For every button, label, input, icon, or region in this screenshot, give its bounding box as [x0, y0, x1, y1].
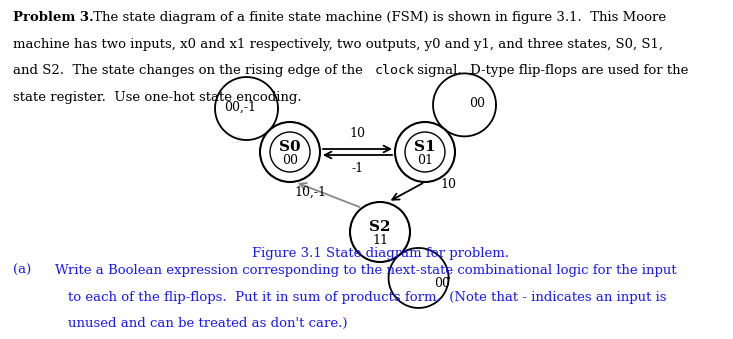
Text: The state diagram of a finite state machine (FSM) is shown in figure 3.1.  This : The state diagram of a finite state mach…	[89, 11, 666, 24]
Text: Problem 3.: Problem 3.	[13, 11, 94, 24]
Text: S1: S1	[414, 140, 436, 154]
Text: 11: 11	[372, 234, 388, 246]
Text: S2: S2	[369, 220, 391, 234]
Text: Write a Boolean expression corresponding to the next-state combinational logic f: Write a Boolean expression corresponding…	[55, 264, 677, 277]
Text: 01: 01	[417, 154, 433, 166]
Text: and S2.  The state changes on the rising edge of the: and S2. The state changes on the rising …	[13, 64, 367, 77]
Text: unused and can be treated as don't care.): unused and can be treated as don't care.…	[68, 317, 347, 330]
Text: -1: -1	[351, 162, 364, 175]
Text: (a): (a)	[13, 264, 32, 277]
Text: machine has two inputs, x0 and x1 respectively, two outputs, y0 and y1, and thre: machine has two inputs, x0 and x1 respec…	[13, 38, 663, 51]
Text: signal.  D-type flip-flops are used for the: signal. D-type flip-flops are used for t…	[413, 64, 688, 77]
Text: clock: clock	[375, 64, 414, 77]
Text: 10,-1: 10,-1	[294, 185, 326, 199]
Text: 00: 00	[282, 154, 298, 166]
Text: 00: 00	[434, 277, 450, 290]
Text: 10: 10	[440, 178, 456, 191]
Text: 00: 00	[469, 97, 485, 110]
Text: state register.  Use one-hot state encoding.: state register. Use one-hot state encodi…	[13, 91, 301, 103]
Circle shape	[395, 122, 455, 182]
Circle shape	[260, 122, 320, 182]
Text: Figure 3.1 State diagram for problem.: Figure 3.1 State diagram for problem.	[251, 247, 509, 260]
Text: to each of the flip-flops.  Put it in sum of products form.  (Note that - indica: to each of the flip-flops. Put it in sum…	[68, 291, 666, 303]
Text: 00,-1: 00,-1	[224, 101, 256, 114]
Text: S0: S0	[279, 140, 301, 154]
Text: 10: 10	[350, 127, 366, 140]
Circle shape	[350, 202, 410, 262]
